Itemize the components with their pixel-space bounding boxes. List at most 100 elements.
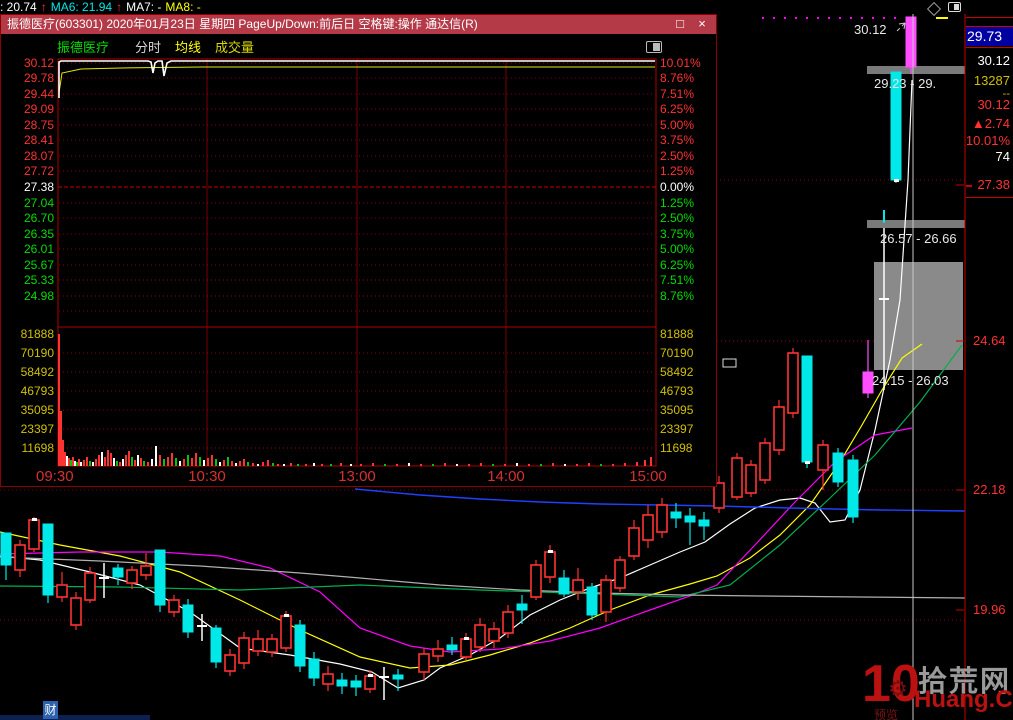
intraday-volume-label: 81888 <box>20 327 54 341</box>
quote-panel: 29.73 30.12 13287 -- 30.12 ▲2.74 10.01% 74 27.3… <box>966 0 1013 720</box>
intraday-pct-label: 6.25% <box>660 258 695 272</box>
intraday-pct-label: 10.01% <box>660 56 701 70</box>
intraday-price-label: 27.04 <box>23 196 54 210</box>
time-axis-label: 14:00 <box>487 468 525 485</box>
taskbar-edge <box>0 715 150 720</box>
intraday-panel-toggle-icon[interactable] <box>646 41 662 53</box>
intraday-pct-label: 2.50% <box>660 149 695 163</box>
quote-value: 10.01% <box>965 133 1010 148</box>
intraday-pct-label: 2.50% <box>660 211 695 225</box>
quote-value: 13287 <box>973 73 1010 88</box>
axis-price-label: 24.64 <box>973 333 1006 348</box>
intraday-chart[interactable] <box>1 15 716 486</box>
quote-value: -- <box>1002 88 1010 100</box>
intraday-pct-label: 3.75% <box>660 227 695 241</box>
intraday-price-label: 28.75 <box>23 118 54 132</box>
intraday-volume-label: 11698 <box>21 441 54 455</box>
intraday-price-label: 26.01 <box>23 242 54 256</box>
price-range-label: 29.23 - 29. <box>874 76 937 91</box>
intraday-price-label: 26.35 <box>23 227 54 241</box>
intraday-volume-label: 58492 <box>660 365 694 379</box>
gear-icon: ⚙ <box>888 676 908 701</box>
intraday-pct-label: 6.25% <box>660 102 695 116</box>
intraday-volume-label: 58492 <box>20 365 54 379</box>
intraday-pct-label: 7.51% <box>660 273 695 287</box>
legend-tab-2[interactable]: 均线 <box>175 40 202 55</box>
ma-value: MA6: 21.94 <box>50 0 113 14</box>
intraday-price-label: 28.41 <box>23 133 54 147</box>
window-title: 振德医疗(603301) 2020年01月23日 星期四 PageUp/Down… <box>7 17 478 31</box>
price-annotation: 30.12 <box>854 22 887 37</box>
watermark-preview-label: 预览 <box>874 708 899 720</box>
ma-value: MA7: - <box>126 0 162 14</box>
intraday-price-label: 25.33 <box>23 273 54 287</box>
window-titlebar[interactable]: 振德医疗(603301) 2020年01月23日 星期四 PageUp/Down… <box>1 15 716 34</box>
panel-toggle-icon[interactable] <box>948 2 961 12</box>
time-axis-label: 09:30 <box>36 468 74 485</box>
time-axis-label: 15:00 <box>629 468 667 485</box>
axis-price-label: 22.18 <box>973 482 1006 497</box>
intraday-volume-label: 70190 <box>660 346 694 360</box>
close-button[interactable]: × <box>698 16 706 31</box>
legend-tab-3[interactable]: 成交量 <box>215 40 255 55</box>
intraday-volume-label: 81888 <box>660 327 694 341</box>
intraday-pct-label: 5.00% <box>660 118 695 132</box>
ma-value: ↑ <box>116 0 123 14</box>
legend-tab-0[interactable]: 振德医疗 <box>57 40 110 55</box>
intraday-volume-label: 46793 <box>20 384 54 398</box>
intraday-volume-label: 35095 <box>20 403 54 417</box>
quote-value: 27.38 <box>977 177 1010 192</box>
legend-tab-1[interactable]: 分时 <box>135 40 162 55</box>
watermark-site-name: 拾荒网 <box>918 666 1012 698</box>
intraday-price-label: 25.67 <box>23 258 54 272</box>
ma-value: : 20.74 <box>0 0 37 14</box>
quote-value: 30.12 <box>977 53 1010 68</box>
intraday-volume-label: 35095 <box>660 403 694 417</box>
intraday-price-label: 27.38 <box>23 180 54 194</box>
intraday-volume-label: 46793 <box>660 384 694 398</box>
intraday-price-label: 27.72 <box>23 164 54 178</box>
finance-taskbar-icon[interactable]: 财 <box>43 701 58 719</box>
intraday-pct-label: 0.00% <box>660 180 695 194</box>
watermark-domain: Huang.CN <box>914 686 1013 713</box>
watermark-logo: 10 <box>862 655 920 713</box>
ma-value: MA8: - <box>165 0 201 14</box>
panel-divider <box>966 26 1013 27</box>
ma-value: ↑ <box>40 0 47 14</box>
time-axis-label: 10:30 <box>188 468 226 485</box>
intraday-volume-label: 70190 <box>20 346 54 360</box>
intraday-pct-label: 7.51% <box>660 87 695 101</box>
chart-legend: 振德医疗 分时 均线 成交量 <box>57 37 268 56</box>
ma-indicator-bar: : 20.74 ↑ MA6: 21.94 ↑ MA7: - MA8: - <box>0 0 1013 14</box>
price-range-label: 26.57 - 26.66 <box>880 231 957 246</box>
axis-price-label: 19.96 <box>973 602 1006 617</box>
intraday-price-label: 24.98 <box>23 289 54 303</box>
time-axis-label: 13:00 <box>338 468 376 485</box>
intraday-pct-label: 1.25% <box>660 196 695 210</box>
intraday-price-label: 28.07 <box>23 149 54 163</box>
intraday-price-label: 29.09 <box>23 102 54 116</box>
intraday-pct-label: 5.00% <box>660 242 695 256</box>
minimize-button[interactable]: □ <box>676 16 684 31</box>
intraday-volume-label: 23397 <box>20 422 54 436</box>
selected-price-cell[interactable]: 29.73 <box>966 27 1013 46</box>
intraday-price-label: 26.70 <box>23 211 54 225</box>
quote-value: 30.12 <box>977 97 1010 112</box>
intraday-pct-label: 8.76% <box>660 289 695 303</box>
panel-divider <box>966 47 1013 48</box>
price-range-label: 24.15 - 26.03 <box>872 373 949 388</box>
intraday-window: 振德医疗(603301) 2020年01月23日 星期四 PageUp/Down… <box>0 14 717 487</box>
intraday-pct-label: 3.75% <box>660 133 695 147</box>
intraday-price-label: 30.12 <box>23 56 54 70</box>
intraday-panel-toggle-fill <box>653 43 660 51</box>
intraday-volume-label: 23397 <box>660 422 694 436</box>
panel-toggle-fill <box>954 4 959 10</box>
price-marker-dash <box>966 185 972 187</box>
panel-divider <box>966 197 1013 198</box>
intraday-price-label: 29.44 <box>23 87 54 101</box>
quote-value: ▲2.74 <box>971 116 1010 131</box>
intraday-volume-label: 11698 <box>660 441 693 455</box>
intraday-pct-label: 1.25% <box>660 164 695 178</box>
